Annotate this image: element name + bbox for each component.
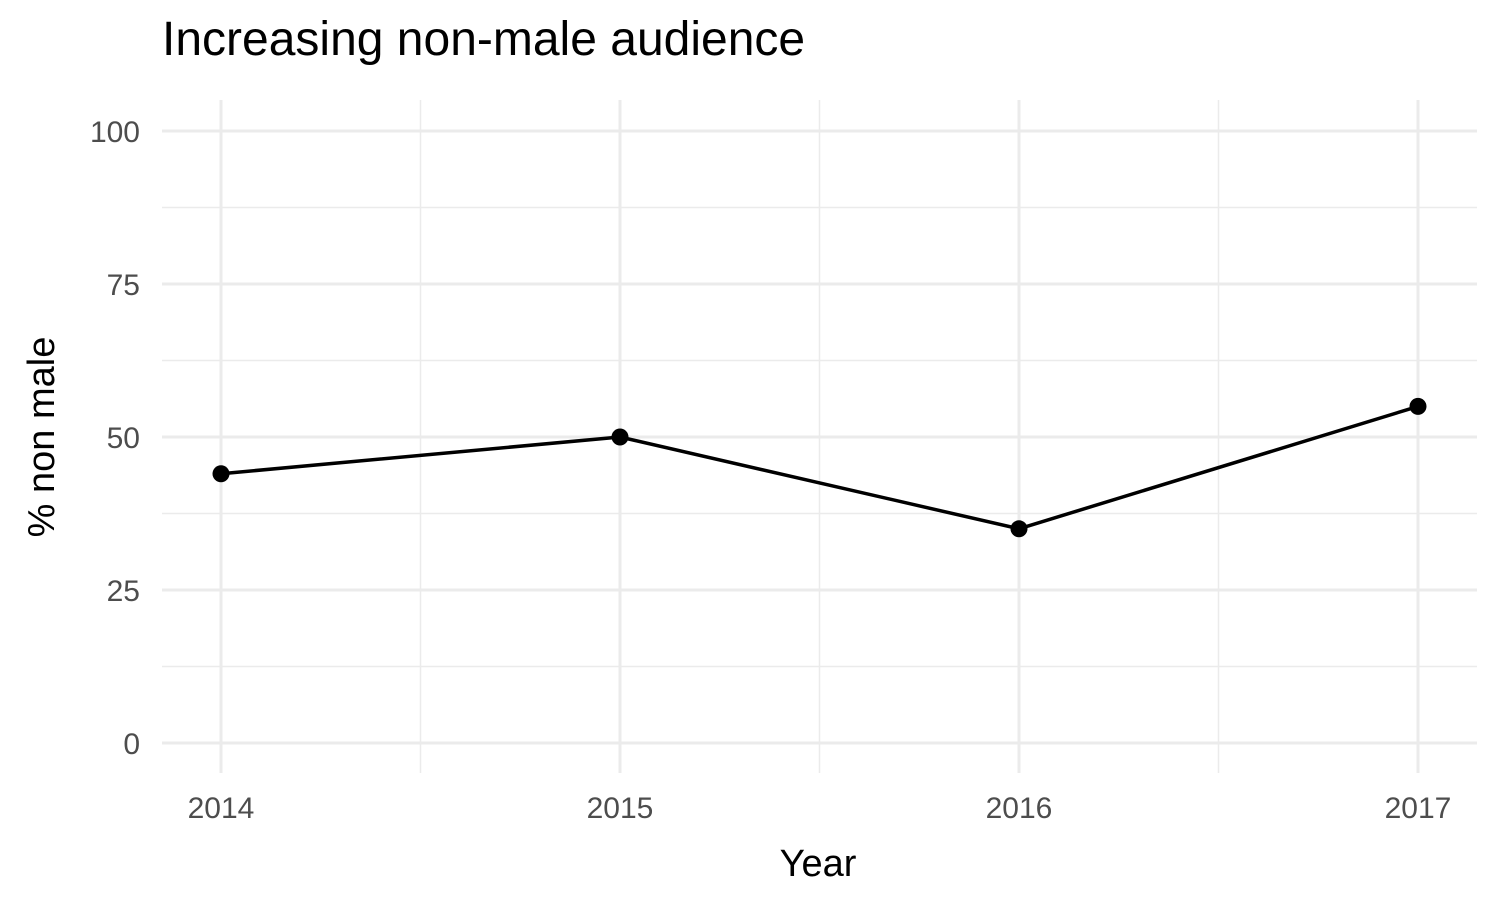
- data-point: [1010, 520, 1028, 538]
- series: [212, 397, 1427, 538]
- x-tick-label: 2015: [587, 792, 654, 825]
- y-axis-ticks: 0 25 50 75 100: [90, 116, 140, 761]
- data-point: [1409, 397, 1427, 415]
- x-tick-label: 2016: [986, 792, 1053, 825]
- grid: [162, 100, 1477, 773]
- y-tick-label: 50: [107, 422, 140, 455]
- y-tick-label: 100: [90, 116, 140, 149]
- data-point: [611, 428, 629, 446]
- x-tick-label: 2014: [188, 792, 255, 825]
- x-axis-ticks: 2014 2015 2016 2017: [188, 792, 1452, 825]
- x-tick-label: 2017: [1385, 792, 1452, 825]
- y-tick-label: 75: [107, 269, 140, 302]
- y-tick-label: 25: [107, 575, 140, 608]
- series-line: [220, 404, 1419, 531]
- y-tick-label: 0: [123, 728, 140, 761]
- x-axis-title: Year: [780, 843, 857, 885]
- chart-title: Increasing non-male audience: [162, 13, 806, 66]
- data-point: [212, 465, 230, 483]
- y-axis-title: % non male: [21, 337, 63, 538]
